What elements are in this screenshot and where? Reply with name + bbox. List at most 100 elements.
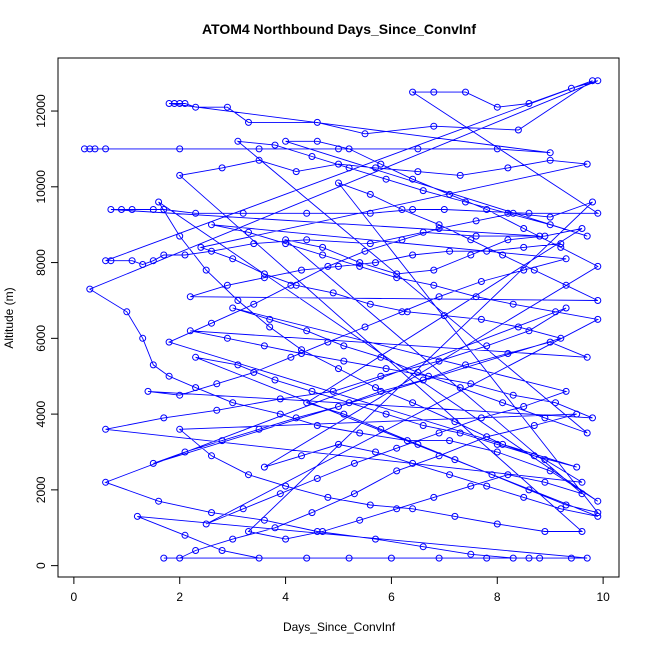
data-point — [467, 380, 475, 388]
data-point — [160, 414, 168, 422]
data-point — [525, 209, 533, 217]
data-point — [382, 365, 390, 373]
data-point — [282, 236, 290, 244]
data-point — [192, 353, 200, 361]
data-point — [499, 399, 507, 407]
data-point — [562, 501, 570, 509]
data-point — [361, 323, 369, 331]
data-point — [366, 190, 374, 198]
data-point — [541, 478, 549, 486]
data-point — [255, 145, 263, 153]
y-tick-label: 8000 — [34, 249, 48, 276]
data-point — [409, 175, 417, 183]
data-point — [123, 308, 131, 316]
data-point — [477, 315, 485, 323]
data-point — [260, 516, 268, 524]
data-point — [345, 554, 353, 562]
data-point — [578, 225, 586, 232]
data-point — [229, 255, 237, 263]
data-point — [149, 459, 157, 467]
data-point — [128, 257, 136, 265]
data-point — [414, 168, 422, 176]
data-point — [213, 380, 221, 388]
data-point — [366, 209, 374, 217]
data-point — [282, 137, 290, 145]
data-point — [504, 471, 512, 479]
data-point — [308, 509, 316, 517]
data-point — [176, 554, 184, 562]
data-point — [335, 365, 342, 373]
data-point — [276, 410, 284, 418]
data-point — [313, 528, 321, 535]
chart-title: ATOM4 Northbound Days_Since_ConvInf — [202, 21, 476, 37]
data-point — [176, 171, 184, 179]
y-tick-label: 4000 — [34, 400, 48, 427]
data-point — [493, 520, 501, 528]
data-point — [229, 304, 237, 312]
data-point — [578, 528, 586, 535]
data-point — [372, 448, 379, 456]
data-point — [181, 531, 189, 539]
data-point — [509, 300, 517, 308]
data-point — [435, 429, 443, 437]
data-point — [509, 391, 517, 399]
data-point — [520, 403, 528, 410]
data-point — [393, 270, 401, 278]
data-point — [361, 247, 369, 255]
data-point — [483, 482, 491, 490]
x-axis: 0 2 4 6 8 10 — [71, 576, 610, 604]
data-point — [229, 399, 237, 407]
data-point — [567, 84, 575, 92]
data-point — [435, 554, 443, 562]
data-point — [509, 554, 517, 562]
data-point — [356, 259, 364, 267]
data-point — [298, 266, 305, 274]
data-point — [594, 512, 602, 520]
data-point — [456, 384, 464, 392]
data-point — [271, 376, 279, 384]
data-point — [583, 429, 591, 437]
data-point — [372, 384, 379, 392]
data-point — [245, 471, 252, 479]
data-point — [223, 103, 231, 111]
data-point — [271, 141, 279, 149]
data-point — [319, 251, 327, 259]
data-point — [393, 444, 401, 452]
data-point — [546, 467, 554, 475]
data-point — [546, 213, 554, 221]
data-point — [303, 554, 311, 562]
data-point — [594, 262, 602, 270]
data-point — [287, 281, 295, 289]
data-point — [462, 88, 469, 96]
data-point — [350, 490, 358, 498]
data-point — [329, 387, 337, 395]
data-point — [504, 209, 512, 217]
data-point — [504, 350, 512, 357]
data-point — [345, 145, 353, 153]
data-point — [160, 554, 168, 562]
data-point — [483, 342, 491, 350]
data-point — [419, 422, 427, 429]
data-point — [514, 323, 522, 331]
data-point — [335, 440, 342, 448]
data-point — [562, 387, 570, 395]
data-point — [223, 281, 231, 289]
data-point — [118, 206, 125, 213]
data-point — [467, 236, 475, 244]
data-point — [176, 391, 184, 399]
data-point — [446, 471, 454, 479]
series-layer — [81, 77, 602, 562]
data-point — [181, 100, 189, 107]
data-point — [250, 368, 258, 376]
data-point — [260, 274, 268, 282]
data-point — [260, 463, 268, 471]
data-point — [541, 456, 549, 464]
data-point — [313, 475, 321, 482]
data-point — [483, 206, 491, 213]
data-point — [356, 429, 364, 437]
data-point — [435, 225, 443, 232]
data-point — [557, 334, 565, 342]
data-point — [303, 399, 311, 407]
data-point — [377, 353, 385, 361]
data-point — [139, 261, 147, 268]
